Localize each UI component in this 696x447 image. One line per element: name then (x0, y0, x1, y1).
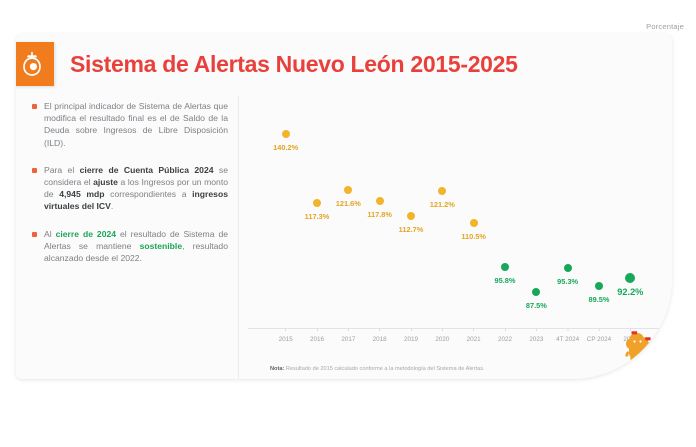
data-point-marker (469, 218, 478, 227)
data-point-label: 95.8% (494, 275, 516, 285)
tick-label: 2023 (529, 336, 544, 343)
tick-mark (379, 328, 381, 331)
x-tick-2017: 2017 (341, 328, 355, 343)
tick-label: 4T 2024 (556, 336, 580, 343)
x-tick-2022: 2022 (498, 328, 512, 343)
data-point-marker (407, 212, 415, 221)
unit-caption: Porcentaje (646, 22, 684, 31)
tick-mark (441, 328, 443, 331)
tick-label: 2016 (309, 336, 325, 343)
tick-mark (629, 328, 631, 331)
data-point-marker (375, 197, 384, 206)
data-point-marker (281, 130, 290, 139)
x-tick-4T-2024: 4T 2024 (556, 328, 579, 343)
bullet-list: El principal indicador de Sistema de Ale… (32, 100, 228, 279)
panel-divider (238, 96, 239, 379)
bullet-marker-icon (32, 231, 37, 237)
data-point-label: 121.2% (429, 200, 455, 210)
x-tick-2015: 2015 (279, 328, 293, 343)
tick-label: 2015 (278, 336, 293, 343)
chart-plot-area: 140.2% 117.3% 121.6% 117.8% 112.7% 121.2% 110.… (248, 100, 660, 328)
nuevo-leon-lion-logo (622, 329, 656, 367)
data-point-marker (563, 264, 572, 273)
tick-label: 2020 (435, 336, 450, 343)
data-point-marker (438, 187, 447, 196)
tick-mark (285, 328, 287, 331)
tick-mark (598, 328, 600, 331)
tick-mark (347, 328, 349, 331)
list-item: El principal indicador de Sistema de Ale… (32, 100, 228, 149)
tick-label: 2019 (403, 336, 419, 343)
tick-mark (410, 328, 412, 331)
page-title: Sistema de Alertas Nuevo León 2015-2025 (70, 50, 518, 77)
x-tick-2019: 2019 (404, 328, 418, 343)
tick-label: 2021 (466, 336, 481, 343)
tick-mark (567, 328, 569, 331)
x-axis-line (248, 328, 660, 329)
tick-mark (504, 328, 506, 331)
x-tick-2023: 2023 (529, 328, 543, 343)
x-tick-2016: 2016 (310, 328, 324, 343)
bullet-indicador-text: El principal indicador de Sistema de Ale… (44, 101, 228, 148)
data-point-marker (532, 287, 541, 296)
tick-mark (535, 328, 537, 331)
x-axis-ticks: 2015 2016 2017 2018 2019 2020 2021 2022 2023 4T 2… (248, 328, 660, 350)
data-point-marker (501, 262, 509, 271)
chart-note-label: Nota: (270, 366, 285, 372)
tick-label: 2018 (372, 336, 387, 343)
chart-note: Nota: Resultado de 2015 calculado confor… (270, 366, 485, 372)
data-point-label: 121.6% (335, 198, 361, 208)
x-tick-CP-2024: CP 2024 (587, 328, 611, 343)
data-point-label: 112.7% (398, 225, 424, 235)
tick-label: CP 2024 (586, 336, 612, 343)
x-tick-2021: 2021 (467, 328, 481, 343)
bullet-marker-icon (32, 104, 37, 109)
chart-note-text: Resultado de 2015 calculado conforme a l… (284, 366, 485, 372)
data-point-label: 110.5% (461, 231, 486, 241)
data-point-marker (344, 185, 353, 194)
data-point-marker (313, 198, 321, 207)
list-item: Para el cierre de Cuenta Pública 2024 se… (32, 164, 228, 213)
x-tick-2020: 2020 (435, 328, 449, 343)
data-point-marker (625, 272, 636, 283)
bullet-marker-icon (32, 167, 37, 173)
tick-label: 2022 (497, 336, 513, 343)
data-point-label: 87.5% (525, 300, 547, 310)
alert-shield-icon (16, 42, 54, 86)
data-point-label: 89.5% (588, 294, 610, 304)
tick-mark (473, 328, 475, 331)
data-point-label: 140.2% (273, 143, 299, 153)
bullet-sostenible-text: Al cierre de 2024 el resultado de Sistem… (44, 228, 229, 264)
slide-header: Sistema de Alertas Nuevo León 2015-2025 (16, 42, 518, 86)
slide-card: Sistema de Alertas Nuevo León 2015-2025 … (16, 34, 672, 379)
data-point-label: 95.3% (557, 277, 579, 287)
list-item: Al cierre de 2024 el resultado de Sistem… (32, 228, 228, 265)
sistema-alertas-chart: 140.2% 117.3% 121.6% 117.8% 112.7% 121.2% 110.… (248, 100, 660, 372)
bullet-cuenta-publica-text: Para el cierre de Cuenta Pública 2024 se… (44, 164, 228, 212)
x-tick-2018: 2018 (373, 328, 387, 343)
data-point-marker (595, 281, 603, 290)
data-point-label: 117.8% (367, 210, 392, 220)
tick-mark (316, 328, 318, 331)
tick-label: 2017 (341, 336, 356, 343)
data-point-label: 117.3% (304, 211, 330, 221)
data-point-label: 92.2% (617, 286, 644, 297)
